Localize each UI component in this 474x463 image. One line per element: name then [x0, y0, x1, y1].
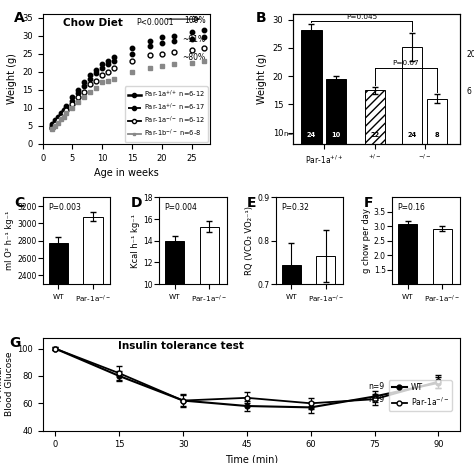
X-axis label: Age in weeks: Age in weeks: [94, 168, 158, 178]
Y-axis label: ml O² h⁻¹ kg⁻¹: ml O² h⁻¹ kg⁻¹: [5, 211, 14, 270]
Text: 10: 10: [332, 132, 341, 138]
Text: F: F: [364, 196, 373, 210]
Text: 22: 22: [370, 132, 380, 138]
Text: 24: 24: [408, 132, 417, 138]
Y-axis label: Kcal h⁻¹ kg⁻¹: Kcal h⁻¹ kg⁻¹: [131, 214, 140, 268]
Text: A: A: [14, 11, 25, 25]
Y-axis label: Weight (g): Weight (g): [257, 53, 267, 104]
Text: n=9: n=9: [368, 382, 384, 391]
Y-axis label: % Initial
Blood Glucose: % Initial Blood Glucose: [0, 352, 14, 416]
Bar: [326, 79, 346, 189]
Bar: [49, 243, 68, 463]
Text: P=0.07: P=0.07: [392, 61, 419, 66]
Legend: WT, Par-1a$^{-/-}$: WT, Par-1a$^{-/-}$: [389, 380, 452, 411]
Text: P<0.0001: P<0.0001: [136, 18, 173, 27]
Text: P=0.045: P=0.045: [346, 13, 377, 19]
Text: 100%: 100%: [184, 17, 205, 25]
Text: 24: 24: [307, 132, 316, 138]
Text: Insulin tolerance test: Insulin tolerance test: [118, 341, 244, 350]
Text: E: E: [247, 196, 256, 210]
Bar: [427, 99, 447, 189]
Bar: [402, 47, 422, 189]
Text: 6: 6: [467, 87, 472, 95]
Bar: [165, 241, 184, 393]
Bar: [398, 224, 417, 313]
Bar: [282, 265, 301, 463]
Text: ~80%: ~80%: [182, 53, 205, 62]
Text: ~91%: ~91%: [182, 35, 205, 44]
Y-axis label: RQ (VCO₂ VO₂⁻¹): RQ (VCO₂ VO₂⁻¹): [246, 206, 255, 275]
Text: 8: 8: [435, 132, 439, 138]
Text: C: C: [14, 196, 25, 210]
Bar: [433, 229, 452, 313]
Bar: [200, 227, 219, 393]
Text: n=: n=: [283, 131, 294, 137]
Text: P=0.003: P=0.003: [48, 203, 81, 212]
Y-axis label: g chow per day: g chow per day: [362, 208, 371, 273]
Text: D: D: [131, 196, 142, 210]
Text: P=0.004: P=0.004: [164, 203, 197, 212]
X-axis label: Time (min): Time (min): [225, 455, 278, 463]
Text: 20: 20: [467, 50, 474, 59]
Text: B: B: [256, 11, 267, 25]
Text: Chow Diet: Chow Diet: [63, 18, 123, 28]
Bar: [83, 217, 102, 463]
Bar: [365, 90, 385, 189]
Text: P=0.16: P=0.16: [398, 203, 425, 212]
Bar: [317, 256, 336, 463]
Text: G: G: [9, 336, 21, 350]
Bar: [301, 30, 321, 189]
Legend: Par-1a$^{+/+}$ n=6-12, Par-1a$^{+/-}$ n=6-17, Par-1a$^{-/-}$ n=6-12, Par-1b$^{-/: Par-1a$^{+/+}$ n=6-12, Par-1a$^{+/-}$ n=…: [125, 86, 208, 142]
Text: P=0.32: P=0.32: [281, 203, 309, 212]
Text: n=9: n=9: [368, 395, 384, 405]
Y-axis label: Weight (g): Weight (g): [7, 53, 17, 104]
